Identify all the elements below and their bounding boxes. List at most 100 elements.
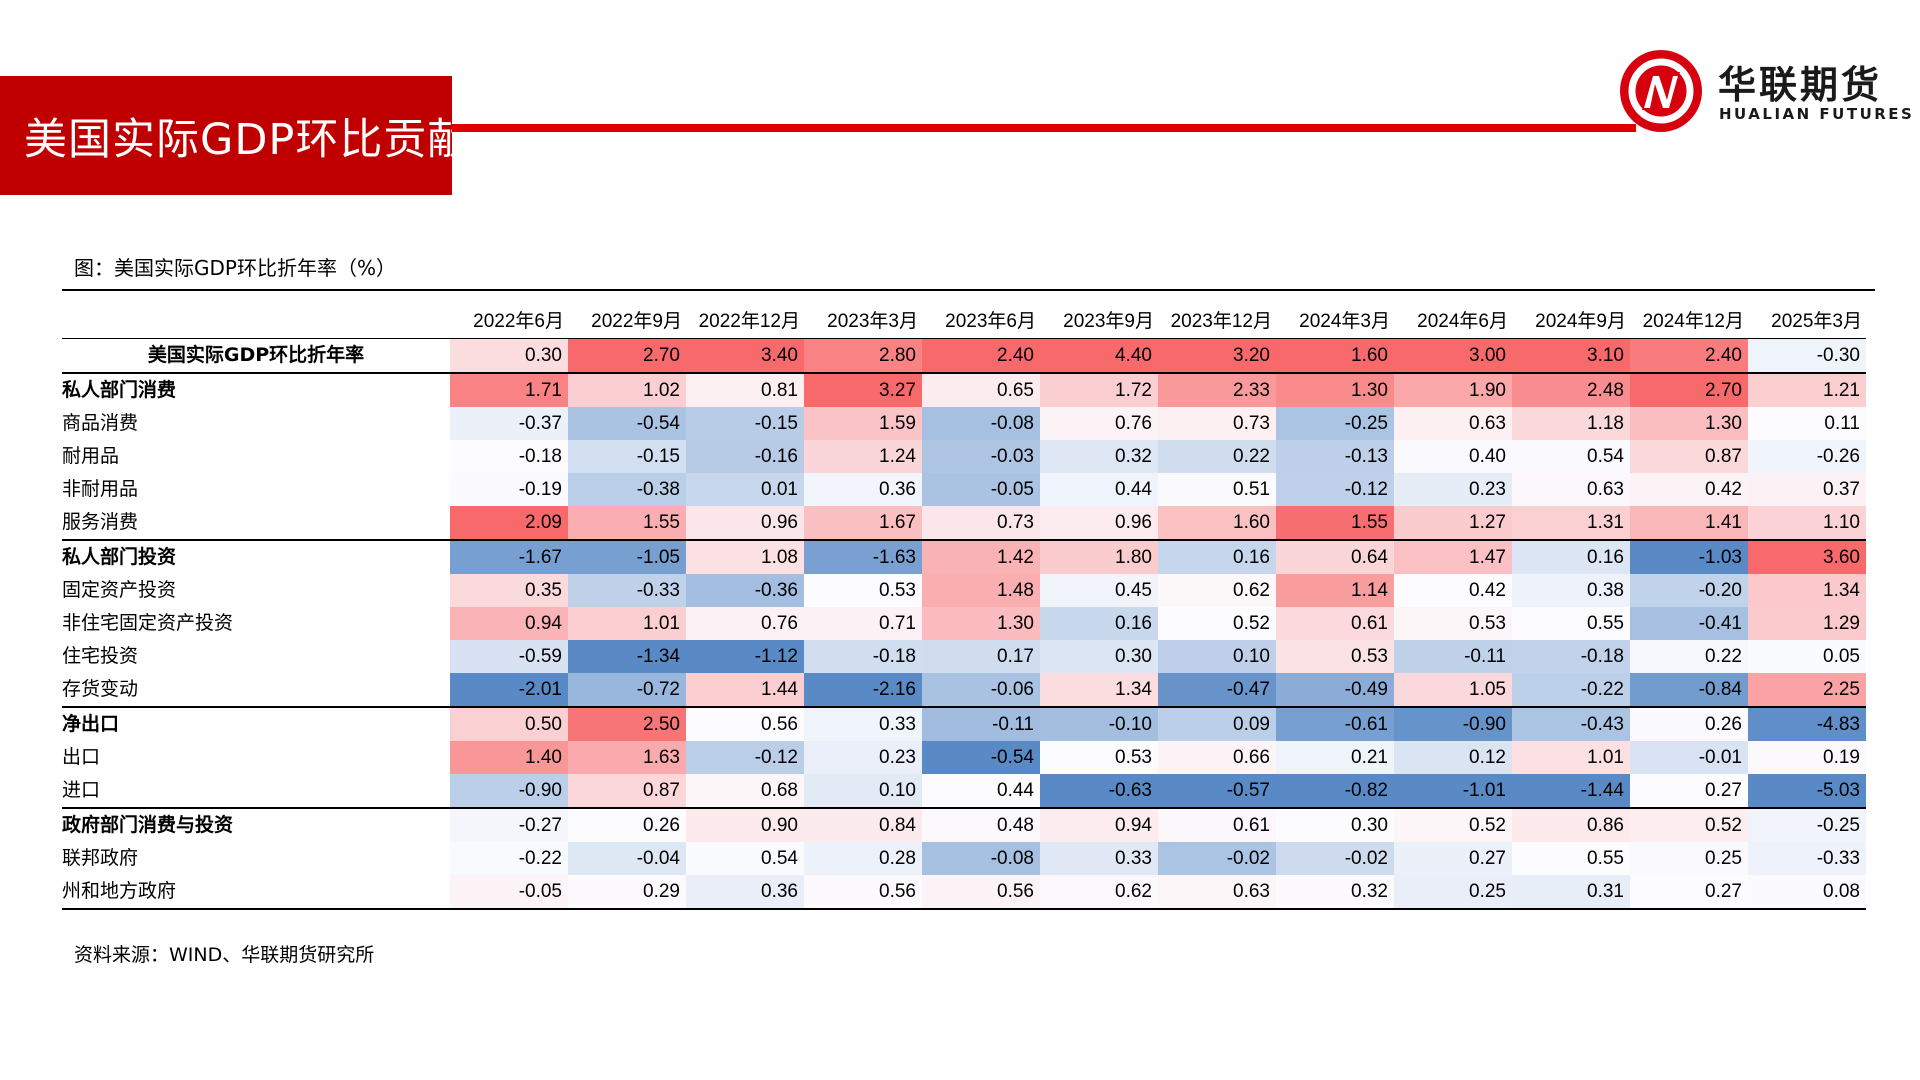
heatmap-cell: -0.13 bbox=[1276, 440, 1394, 473]
heatmap-cell: 0.10 bbox=[1158, 640, 1276, 673]
heatmap-cell: 0.56 bbox=[804, 875, 922, 910]
heatmap-cell: 0.63 bbox=[1158, 875, 1276, 910]
heatmap-cell: 1.34 bbox=[1040, 673, 1158, 707]
heatmap-cell: 0.96 bbox=[686, 506, 804, 540]
heatmap-cell: 0.54 bbox=[1512, 440, 1630, 473]
heatmap-cell: 0.63 bbox=[1512, 473, 1630, 506]
heatmap-cell: 0.19 bbox=[1748, 741, 1866, 774]
heatmap-cell: 0.65 bbox=[922, 372, 1040, 407]
column-header: 2023年3月 bbox=[804, 305, 922, 339]
heatmap-cell: -0.90 bbox=[1394, 706, 1512, 741]
heatmap-cell: -0.25 bbox=[1748, 807, 1866, 842]
heatmap-cell: 0.62 bbox=[1040, 875, 1158, 910]
heatmap-cell: -0.10 bbox=[1040, 706, 1158, 741]
heatmap-cell: 0.38 bbox=[1512, 574, 1630, 607]
heatmap-cell: 0.30 bbox=[1276, 807, 1394, 842]
heatmap-cell: 1.14 bbox=[1276, 574, 1394, 607]
heatmap-cell: 0.42 bbox=[1630, 473, 1748, 506]
logo-text-cn: 华联期货 bbox=[1718, 63, 1883, 107]
heatmap-cell: 0.66 bbox=[1158, 741, 1276, 774]
table-row: 出口 1.40 1.63 -0.12 0.23 -0.54 0.53 0.66 0.21 0.12… bbox=[62, 741, 1866, 774]
heatmap-cell: 0.21 bbox=[1276, 741, 1394, 774]
heatmap-cell: 0.30 bbox=[450, 338, 568, 373]
heatmap-cell: 0.16 bbox=[1040, 607, 1158, 640]
heatmap-cell: -1.67 bbox=[450, 539, 568, 574]
heatmap-cell: 0.55 bbox=[1512, 842, 1630, 875]
heatmap-cell: 3.20 bbox=[1158, 338, 1276, 373]
heatmap-cell: 1.55 bbox=[1276, 506, 1394, 540]
heatmap-cell: 0.53 bbox=[1040, 741, 1158, 774]
table-row: 非耐用品 -0.19 -0.38 0.01 0.36 -0.05 0.44 0.51 -0.12… bbox=[62, 473, 1866, 506]
heatmap-cell: -0.03 bbox=[922, 440, 1040, 473]
heatmap-cell: 1.71 bbox=[450, 372, 568, 407]
heatmap-cell: -1.01 bbox=[1394, 774, 1512, 808]
heatmap-cell: -0.26 bbox=[1748, 440, 1866, 473]
heatmap-cell: 0.23 bbox=[804, 741, 922, 774]
heatmap-cell: 1.34 bbox=[1748, 574, 1866, 607]
heatmap-cell: 0.53 bbox=[804, 574, 922, 607]
heatmap-cell: 1.48 bbox=[922, 574, 1040, 607]
heatmap-cell: 3.40 bbox=[686, 338, 804, 373]
heatmap-cell: 0.76 bbox=[686, 607, 804, 640]
row-label: 出口 bbox=[62, 746, 101, 768]
heatmap-cell: 0.33 bbox=[1040, 842, 1158, 875]
heatmap-cell: -0.27 bbox=[450, 807, 568, 842]
heatmap-cell: 0.37 bbox=[1748, 473, 1866, 506]
row-label: 非耐用品 bbox=[62, 478, 139, 500]
row-label: 政府部门消费与投资 bbox=[62, 807, 450, 842]
heatmap-cell: 0.10 bbox=[804, 774, 922, 808]
heatmap-cell: -0.72 bbox=[568, 673, 686, 707]
heatmap-cell: 1.02 bbox=[568, 372, 686, 407]
heatmap-cell: 0.61 bbox=[1276, 607, 1394, 640]
page-title-banner: 美国实际GDP环比贡献 bbox=[0, 76, 470, 195]
heatmap-cell: 0.36 bbox=[686, 875, 804, 910]
heatmap-cell: 3.27 bbox=[804, 372, 922, 407]
row-label: 非住宅固定资产投资 bbox=[62, 612, 234, 634]
heatmap-cell: -0.08 bbox=[922, 407, 1040, 440]
heatmap-cell: 1.60 bbox=[1158, 506, 1276, 540]
heatmap-cell: -0.59 bbox=[450, 640, 568, 673]
heatmap-cell: 0.17 bbox=[922, 640, 1040, 673]
column-header: 2025年3月 bbox=[1748, 305, 1866, 339]
heatmap-cell: 0.35 bbox=[450, 574, 568, 607]
heatmap-cell: 0.87 bbox=[568, 774, 686, 808]
page-title: 美国实际GDP环比贡献 bbox=[24, 114, 472, 165]
heatmap-cell: 0.51 bbox=[1158, 473, 1276, 506]
column-header: 2022年12月 bbox=[686, 305, 804, 339]
row-label: 联邦政府 bbox=[62, 847, 139, 869]
heatmap-cell: -0.63 bbox=[1040, 774, 1158, 808]
heatmap-cell: -0.43 bbox=[1512, 706, 1630, 741]
heatmap-cell: 1.59 bbox=[804, 407, 922, 440]
heatmap-cell: 1.24 bbox=[804, 440, 922, 473]
heatmap-cell: 2.80 bbox=[804, 338, 922, 373]
heatmap-cell: -1.34 bbox=[568, 640, 686, 673]
heatmap-cell: -0.57 bbox=[1158, 774, 1276, 808]
row-label: 服务消费 bbox=[62, 511, 139, 533]
heatmap-cell: -0.12 bbox=[686, 741, 804, 774]
heatmap-cell: 1.18 bbox=[1512, 407, 1630, 440]
table-row: 住宅投资 -0.59 -1.34 -1.12 -0.18 0.17 0.30 0.10 0.53… bbox=[62, 640, 1866, 673]
row-label: 耐用品 bbox=[62, 445, 120, 467]
heatmap-cell: 0.22 bbox=[1630, 640, 1748, 673]
heatmap-cell: 1.29 bbox=[1748, 607, 1866, 640]
heatmap-cell: 0.22 bbox=[1158, 440, 1276, 473]
heatmap-cell: 0.01 bbox=[686, 473, 804, 506]
heatmap-cell: 3.00 bbox=[1394, 338, 1512, 373]
row-label: 私人部门消费 bbox=[62, 372, 450, 407]
heatmap-cell: 0.52 bbox=[1158, 607, 1276, 640]
heatmap-cell: 3.60 bbox=[1748, 539, 1866, 574]
table-row: 服务消费 2.09 1.55 0.96 1.67 0.73 0.96 1.60 1.55 1.27… bbox=[62, 506, 1866, 540]
heatmap-cell: -0.82 bbox=[1276, 774, 1394, 808]
heatmap-cell: -0.25 bbox=[1276, 407, 1394, 440]
heatmap-cell: 2.50 bbox=[568, 706, 686, 741]
heatmap-cell: -0.11 bbox=[1394, 640, 1512, 673]
heatmap-cell: 0.11 bbox=[1748, 407, 1866, 440]
heatmap-cell: 0.09 bbox=[1158, 706, 1276, 741]
heatmap-cell: 0.94 bbox=[450, 607, 568, 640]
heatmap-cell: 1.60 bbox=[1276, 338, 1394, 373]
heatmap-cell: 1.44 bbox=[686, 673, 804, 707]
heatmap-cell: 2.25 bbox=[1748, 673, 1866, 707]
row-label: 私人部门投资 bbox=[62, 539, 450, 574]
figure-title: 图：美国实际GDP环比折年率（%） bbox=[74, 256, 396, 280]
heatmap-cell: 2.48 bbox=[1512, 372, 1630, 407]
